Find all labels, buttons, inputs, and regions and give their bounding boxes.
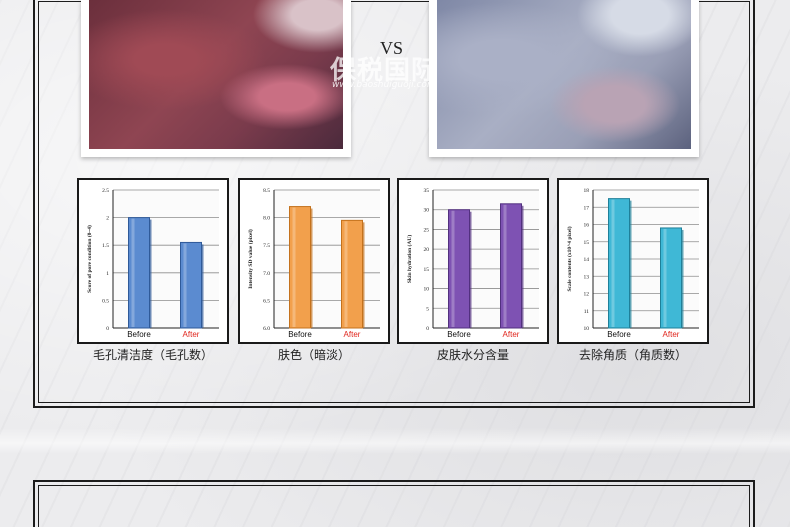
bar-highlight	[451, 210, 455, 327]
bar-before	[289, 206, 311, 329]
bar-highlight	[503, 204, 507, 327]
next-section-frame	[33, 480, 755, 527]
x-label-after: After	[663, 330, 680, 339]
chart-pore: 0 0.5 1 1.5 2 2.5 Score of pore condition (0~4…	[77, 178, 229, 344]
y-tick-label: 16	[584, 223, 590, 229]
y-tick-label: 35	[424, 188, 430, 194]
y-tick-label: 15	[424, 267, 430, 273]
divider-band	[0, 428, 790, 454]
y-tick-label: 17	[584, 205, 590, 211]
bar-highlight	[663, 228, 667, 327]
bar-before	[608, 198, 630, 329]
x-label-after: After	[344, 330, 361, 339]
y-tick-label: 20	[424, 247, 430, 253]
vs-label: VS	[380, 38, 404, 58]
x-label-before: Before	[607, 330, 631, 339]
chart-skin-tone: 6.0 6.5 7.0 7.5 8.0 8.5 Intensity SD value (pi…	[238, 178, 390, 344]
bar-highlight	[131, 218, 135, 327]
y-tick-label: 15	[584, 240, 590, 246]
y-tick-label: 11	[584, 309, 590, 315]
bar-after	[180, 241, 202, 329]
bar-before	[448, 209, 470, 329]
before-face-image	[89, 0, 343, 149]
y-tick-label: 6.0	[263, 326, 270, 332]
y-tick-label: 14	[584, 257, 590, 263]
bar-highlight	[292, 207, 296, 327]
bar-highlight	[611, 199, 615, 327]
bar-before	[128, 217, 150, 329]
y-tick-label: 1	[106, 271, 109, 277]
x-label-after: After	[183, 330, 200, 339]
x-label-after: After	[503, 330, 520, 339]
bar-after	[660, 227, 682, 329]
caption-skin-tone: 肤色（暗淡）	[277, 348, 350, 362]
after-face-image	[437, 0, 691, 149]
y-tick-label: 8.5	[263, 188, 270, 194]
x-label-before: Before	[447, 330, 471, 339]
chart-scale-svg: 10 11 12 13 14 15 16 17 18 Scale contents (x10^4 …	[566, 188, 699, 339]
chart-scale: 10 11 12 13 14 15 16 17 18 Scale contents (x10^4 …	[557, 178, 709, 344]
content-frame	[33, 0, 755, 408]
y-tick-label: 18	[584, 188, 590, 194]
y-tick-label: 30	[424, 208, 430, 214]
x-label-before: Before	[127, 330, 151, 339]
y-axis-label: Skin hydration (AU)	[406, 235, 413, 283]
y-tick-label: 6.5	[263, 298, 270, 304]
y-tick-label: 13	[584, 274, 590, 280]
caption-hydration: 皮肤水分含量	[436, 348, 509, 362]
y-tick-label: 0	[426, 326, 429, 332]
y-tick-label: 1.5	[102, 243, 109, 249]
y-tick-label: 12	[584, 292, 590, 298]
after-photo	[429, 0, 699, 157]
bar-after	[500, 203, 522, 329]
y-tick-label: 5	[426, 306, 429, 312]
y-tick-label: 8.0	[263, 216, 270, 222]
y-tick-label: 2.5	[102, 188, 109, 194]
y-tick-label: 7.0	[263, 271, 270, 277]
y-tick-label: 10	[584, 326, 590, 332]
y-axis-label: Scale contents (x10^4 pixel)	[566, 226, 573, 291]
caption-pore: 毛孔清洁度（毛孔数）	[92, 348, 213, 362]
watermark-text: 保税国际	[330, 56, 439, 86]
watermark-url: www.baoshuiguoji.com	[332, 80, 436, 90]
chart-hydration-svg: 0 5 10 15 20 25 30 35 Skin hydration (AU) Before A…	[406, 188, 539, 339]
bar-highlight	[183, 243, 187, 327]
x-label-before: Before	[288, 330, 312, 339]
y-axis-label: Score of pore condition (0~4)	[86, 225, 93, 293]
y-axis-label: Intensity SD value (pixel)	[247, 229, 254, 289]
caption-scale: 去除角质（角质数）	[578, 348, 687, 362]
chart-pore-svg: 0 0.5 1 1.5 2 2.5 Score of pore condition (0~4…	[86, 188, 219, 339]
y-tick-label: 0.5	[102, 298, 109, 304]
y-tick-label: 25	[424, 227, 430, 233]
chart-skin-tone-svg: 6.0 6.5 7.0 7.5 8.0 8.5 Intensity SD value (pi…	[247, 188, 380, 339]
bar-highlight	[344, 221, 348, 327]
y-tick-label: 2	[106, 216, 109, 222]
before-photo	[81, 0, 351, 157]
chart-hydration: 0 5 10 15 20 25 30 35 Skin hydration (AU) Before A…	[397, 178, 549, 344]
y-tick-label: 7.5	[263, 243, 270, 249]
y-tick-label: 0	[106, 326, 109, 332]
bar-after	[341, 219, 363, 329]
y-tick-label: 10	[424, 287, 430, 293]
